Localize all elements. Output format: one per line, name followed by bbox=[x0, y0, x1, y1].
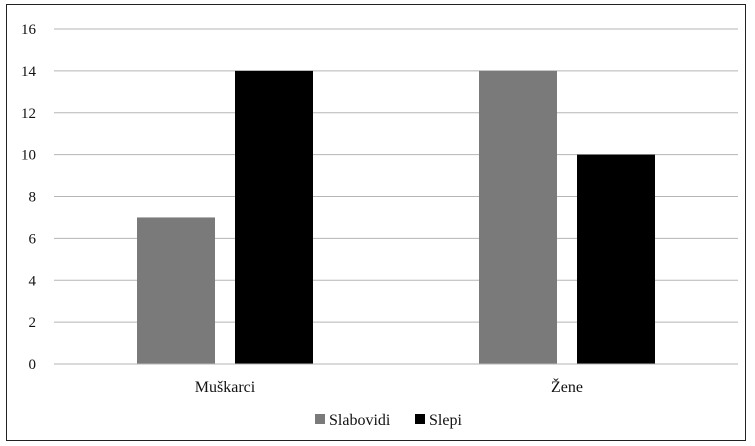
legend-swatch-slabovidi bbox=[315, 414, 325, 424]
legend-swatch-slepi bbox=[415, 414, 425, 424]
y-tick-label: 14 bbox=[21, 64, 37, 80]
y-tick-label: 4 bbox=[29, 273, 37, 289]
y-tick-label: 16 bbox=[21, 22, 37, 38]
legend-label-slabovidi: Slabovidi bbox=[329, 412, 391, 429]
x-category-label: Muškarci bbox=[195, 379, 256, 396]
y-tick-label: 2 bbox=[29, 315, 37, 331]
bar-slepi-muškarci bbox=[235, 70, 313, 364]
y-tick-label: 8 bbox=[29, 190, 37, 206]
y-tick-label: 6 bbox=[29, 231, 37, 247]
x-category-label: Žene bbox=[551, 377, 583, 396]
bar-slabovidi-muškarci bbox=[137, 217, 215, 364]
y-tick-label: 0 bbox=[29, 357, 37, 373]
legend-label-slepi: Slepi bbox=[429, 412, 462, 429]
bar-slepi-žene bbox=[577, 154, 655, 364]
y-tick-label: 10 bbox=[21, 148, 36, 164]
y-tick-label: 12 bbox=[21, 106, 36, 122]
bar-slabovidi-žene bbox=[479, 70, 557, 364]
